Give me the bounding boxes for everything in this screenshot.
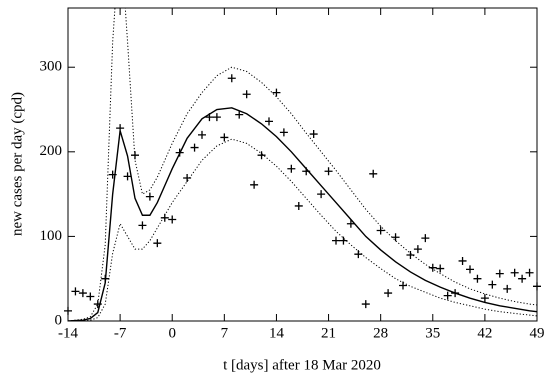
x-tick-label: 35 xyxy=(425,325,440,341)
data-point xyxy=(488,280,497,289)
data-point xyxy=(153,239,162,248)
data-point xyxy=(503,284,512,293)
data-point xyxy=(421,234,430,243)
data-point xyxy=(205,113,214,122)
data-point xyxy=(443,291,452,300)
x-tick-label: 21 xyxy=(321,325,336,341)
x-tick-label: 49 xyxy=(530,325,545,341)
data-point xyxy=(466,265,474,274)
data-point xyxy=(198,130,206,139)
x-tick-label: -14 xyxy=(58,325,78,341)
y-tick-label: 300 xyxy=(40,59,63,75)
x-tick-label: 0 xyxy=(168,325,176,341)
data-point xyxy=(495,269,504,278)
data-point xyxy=(175,148,184,157)
x-axis-label: t [days] after 18 Mar 2020 xyxy=(223,357,381,373)
data-point xyxy=(451,289,460,298)
confidence-curve xyxy=(68,138,537,321)
data-point xyxy=(227,74,236,83)
data-point xyxy=(190,143,199,152)
data-point xyxy=(406,251,415,260)
plot-frame xyxy=(67,7,538,322)
data-point xyxy=(302,167,311,176)
data-point xyxy=(131,151,139,160)
data-point xyxy=(369,169,378,178)
curves xyxy=(68,8,537,321)
data-point xyxy=(183,174,192,183)
data-point xyxy=(533,282,541,291)
data-point xyxy=(212,113,221,122)
y-tick-label: 0 xyxy=(55,312,63,328)
data-point xyxy=(346,219,355,228)
data-point xyxy=(242,90,251,99)
data-point xyxy=(339,236,348,245)
data-point xyxy=(101,274,110,283)
data-point xyxy=(518,274,527,283)
data-point xyxy=(309,130,318,139)
y-tick-label: 200 xyxy=(40,143,63,159)
data-point xyxy=(71,287,80,296)
data-point xyxy=(265,117,273,126)
data-point xyxy=(86,292,95,301)
data-point xyxy=(413,245,422,254)
data-point xyxy=(525,268,534,277)
x-tick-label: 14 xyxy=(269,325,285,341)
data-point xyxy=(324,167,333,176)
data-point xyxy=(391,233,400,242)
data-point xyxy=(272,88,281,97)
data-point xyxy=(168,215,177,224)
data-point xyxy=(436,264,445,273)
x-tick-label: 28 xyxy=(373,325,388,341)
data-point xyxy=(160,213,169,222)
y-axis-label: new cases per day (cpd) xyxy=(9,92,25,236)
x-tick-label: -7 xyxy=(114,325,127,341)
data-point xyxy=(473,274,482,283)
data-point xyxy=(138,221,147,230)
data-point xyxy=(235,110,244,119)
data-point xyxy=(399,281,407,290)
data-point xyxy=(376,226,385,235)
data-point xyxy=(108,170,117,179)
data-point xyxy=(384,289,393,298)
data-point xyxy=(257,151,266,160)
data-point xyxy=(480,294,489,303)
data-point xyxy=(458,256,467,265)
x-tick-label: 42 xyxy=(477,325,492,341)
data-point xyxy=(361,300,370,309)
data-point xyxy=(220,133,229,142)
data-point xyxy=(354,250,363,259)
confidence-curve xyxy=(68,8,537,321)
data-point xyxy=(287,164,296,173)
data-point xyxy=(428,263,437,272)
data-point xyxy=(317,190,326,199)
data-point xyxy=(250,180,259,189)
x-tick-label: 7 xyxy=(221,325,229,341)
data-point xyxy=(93,300,102,309)
data-point xyxy=(145,192,154,201)
data-point xyxy=(510,268,519,277)
data-point xyxy=(116,124,125,133)
data-point xyxy=(294,201,303,210)
fit-curve xyxy=(68,107,537,321)
data-point xyxy=(78,289,87,298)
data-point xyxy=(64,306,72,315)
data-point xyxy=(123,172,132,181)
data-point xyxy=(332,236,340,245)
data-point xyxy=(279,128,288,137)
y-tick-label: 100 xyxy=(40,228,63,244)
